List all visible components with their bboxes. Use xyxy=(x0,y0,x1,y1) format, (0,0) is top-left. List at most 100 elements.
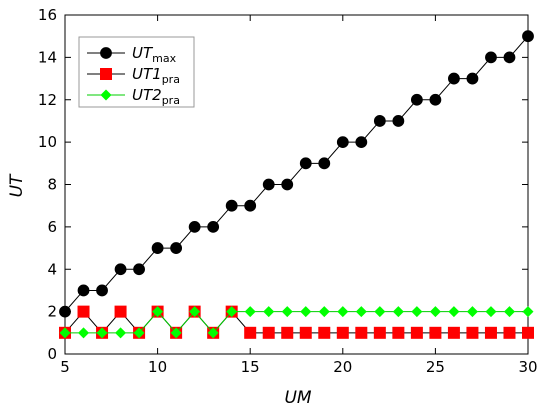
series-UT1pra xyxy=(59,305,534,339)
y-tick-label: 6 xyxy=(47,218,57,236)
data-point-UTmax xyxy=(151,242,164,254)
x-axis-title: UM xyxy=(284,388,311,408)
data-point-UT2pra xyxy=(522,306,534,318)
legend-label-main: UT2 xyxy=(132,86,162,104)
data-point-UT2pra xyxy=(152,306,164,318)
data-point-UTmax xyxy=(59,305,71,318)
data-point-UT1pra xyxy=(262,326,275,339)
legend-marker-UT2pra xyxy=(100,89,112,101)
legend-label-sub: pra xyxy=(162,94,180,107)
data-point-UT1pra xyxy=(373,326,386,339)
y-tick-label: 12 xyxy=(38,91,57,109)
data-point-UTmax xyxy=(410,93,423,106)
data-point-UT2pra xyxy=(448,306,460,318)
data-point-UT1pra xyxy=(244,326,257,339)
data-point-UT2pra xyxy=(318,306,330,318)
data-point-UTmax xyxy=(485,51,497,64)
y-tick-label: 16 xyxy=(38,6,57,24)
data-point-UT1pra xyxy=(318,326,331,339)
x-tick-label: 5 xyxy=(60,358,70,376)
data-point-UT2pra xyxy=(411,306,423,318)
data-point-UTmax xyxy=(318,157,331,170)
data-point-UTmax xyxy=(114,263,127,276)
y-tick-label: 4 xyxy=(47,260,57,278)
data-point-UT1pra xyxy=(355,326,368,339)
axes: 5 10 15 20 25 30 0 2 4 6 8 10 12 14 16 xyxy=(38,6,537,376)
data-point-UT2pra xyxy=(59,327,71,339)
legend-label-UTmax: UTmax xyxy=(132,44,177,65)
y-axis-title: UT xyxy=(7,173,27,197)
x-tick-label: 15 xyxy=(241,358,260,376)
data-point-UT2pra xyxy=(226,306,238,318)
data-point-UT2pra xyxy=(374,306,386,318)
plot-series xyxy=(59,30,534,339)
data-point-UT2pra xyxy=(392,306,404,318)
data-point-UT1pra xyxy=(429,326,442,339)
data-point-UT2pra xyxy=(244,306,256,318)
data-point-UT1pra xyxy=(503,326,516,339)
data-point-UT1pra xyxy=(484,326,497,339)
data-point-UT2pra xyxy=(503,306,515,318)
data-point-UT2pra xyxy=(355,306,367,318)
data-point-UT2pra xyxy=(96,327,108,339)
y-tick-label: 8 xyxy=(47,176,57,194)
data-point-UTmax xyxy=(170,242,183,254)
legend-marker-UTmax xyxy=(100,47,112,59)
data-point-UTmax xyxy=(466,72,479,85)
data-point-UT2pra xyxy=(263,306,275,318)
data-point-UT2pra xyxy=(133,327,145,339)
legend-label-main: UT xyxy=(132,44,154,62)
data-point-UT1pra xyxy=(447,326,460,339)
data-point-UTmax xyxy=(262,178,275,191)
data-point-UT2pra xyxy=(281,306,293,318)
data-point-UTmax xyxy=(244,199,257,212)
data-point-UTmax xyxy=(429,93,442,106)
data-point-UT1pra xyxy=(77,305,90,318)
series-UTmax xyxy=(59,30,534,318)
data-point-UT1pra xyxy=(522,326,534,339)
series-UT2pra xyxy=(59,306,534,339)
data-point-UTmax xyxy=(299,157,312,170)
data-point-UT2pra xyxy=(189,306,201,318)
data-point-UTmax xyxy=(522,30,534,43)
data-point-UTmax xyxy=(96,284,108,297)
legend-label-UT1pra: UT1pra xyxy=(132,65,180,86)
y-tick-label: 10 xyxy=(38,133,57,151)
data-point-UTmax xyxy=(225,199,238,212)
data-point-UT2pra xyxy=(78,327,90,339)
data-point-UTmax xyxy=(281,178,294,191)
data-point-UT2pra xyxy=(485,306,497,318)
x-tick-label: 30 xyxy=(518,358,537,376)
x-tick-label: 10 xyxy=(148,358,167,376)
data-point-UT2pra xyxy=(170,327,182,339)
y-tick-label: 0 xyxy=(47,345,57,363)
data-point-UT2pra xyxy=(466,306,478,318)
data-point-UTmax xyxy=(448,72,460,85)
data-point-UTmax xyxy=(77,284,90,297)
data-point-UTmax xyxy=(373,115,386,127)
x-tick-label: 20 xyxy=(333,358,352,376)
data-point-UTmax xyxy=(392,115,405,127)
data-point-UTmax xyxy=(207,220,220,233)
y-tick-label: 2 xyxy=(47,303,57,321)
data-point-UTmax xyxy=(355,136,368,149)
legend-label-sub: max xyxy=(152,52,176,65)
legend-marker-UT1pra xyxy=(100,68,112,80)
data-point-UT2pra xyxy=(300,306,312,318)
data-point-UTmax xyxy=(188,220,201,233)
data-point-UT2pra xyxy=(337,306,349,318)
data-point-UT1pra xyxy=(392,326,405,339)
legend-label-main: UT1 xyxy=(132,65,162,83)
data-point-UTmax xyxy=(503,51,516,64)
data-point-UT1pra xyxy=(336,326,349,339)
data-point-UT1pra xyxy=(410,326,423,339)
y-tick-label: 14 xyxy=(38,48,57,66)
data-point-UT2pra xyxy=(207,327,219,339)
data-point-UT2pra xyxy=(429,306,441,318)
data-point-UT2pra xyxy=(115,327,127,339)
legend-label-UT2pra: UT2pra xyxy=(132,86,180,107)
data-point-UT1pra xyxy=(466,326,479,339)
data-point-UTmax xyxy=(336,136,349,149)
